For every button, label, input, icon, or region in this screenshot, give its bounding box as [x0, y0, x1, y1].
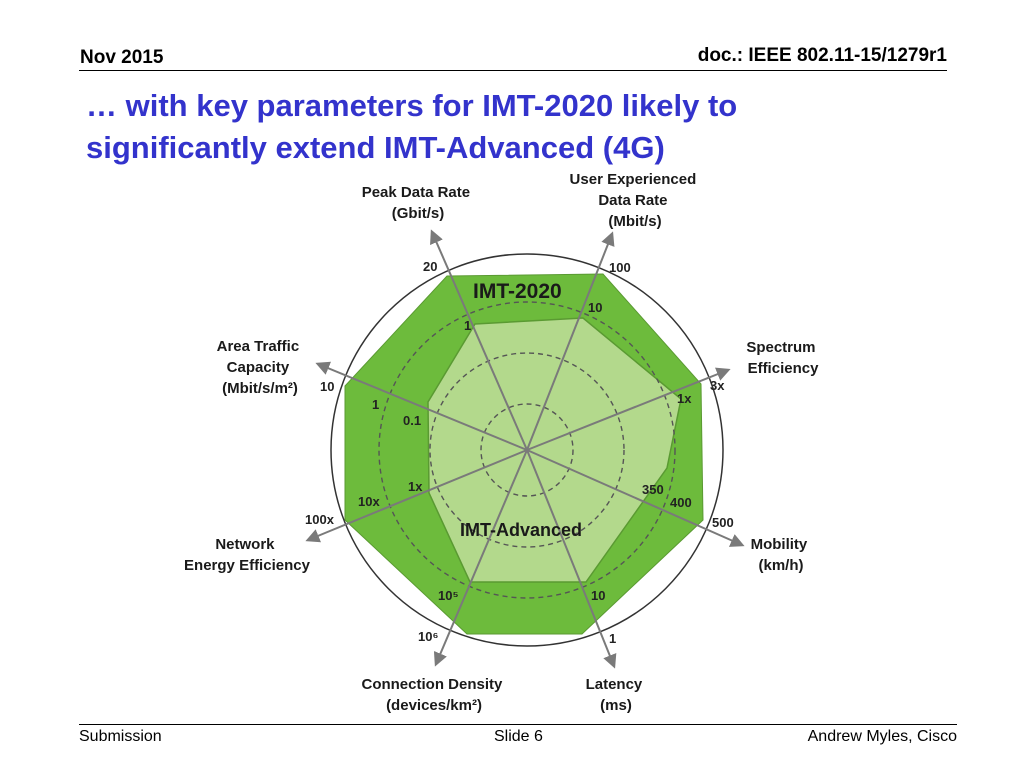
tick-mob-350: 350 — [642, 482, 664, 497]
tick-peak-1: 1 — [464, 318, 471, 333]
axis-label-cd-line-1: Connection Density — [361, 676, 503, 693]
axis-label-lat-line-1: Latency — [586, 676, 643, 693]
tick-atc-0-1: 0.1 — [403, 413, 421, 428]
axis-user-experienced-data-rate — [526, 231, 615, 451]
axis-label-uedr-line-3: (Mbit/s) — [608, 213, 661, 230]
tick-uedr-10: 10 — [588, 300, 602, 315]
tick-se-1x: 1x — [677, 391, 692, 406]
axis-label-nee-line-2: Energy Efficiency — [184, 557, 311, 574]
footer-slide-number: Slide 6 — [494, 728, 543, 745]
axis-area-traffic-capacity — [315, 361, 528, 451]
tick-nee-100x: 100x — [305, 512, 335, 527]
tick-cd-10-5: 10⁵ — [438, 588, 459, 603]
axis-label-se-line-2: Efficiency — [748, 360, 820, 377]
outer-circle — [330, 253, 724, 647]
tick-atc-1: 1 — [372, 397, 379, 412]
axis-label-network-energy-efficiency: Network Energy Efficiency — [184, 536, 311, 574]
footer-divider — [79, 724, 957, 725]
axis-label-peak-data-rate: Peak Data Rate (Gbit/s) — [362, 184, 475, 222]
axis-label-mob-line-1: Mobility — [751, 536, 808, 553]
imt-2020-label: IMT-2020 — [473, 280, 562, 303]
tick-lat-1: 1 — [609, 631, 616, 646]
axis-label-uedr-line-2: Data Rate — [598, 192, 667, 209]
header-date: Nov 2015 — [80, 47, 164, 68]
axis-label-mob-line-2: (km/h) — [759, 557, 804, 574]
axis-label-nee-line-1: Network — [215, 536, 275, 553]
header-doc-id: doc.: IEEE 802.11-15/1279r1 — [697, 45, 947, 66]
imt-advanced-polygon — [427, 317, 682, 583]
header-divider — [79, 70, 947, 71]
axis-network-energy-efficiency — [305, 449, 528, 543]
slide-title-line-2: significantly extend IMT-Advanced (4G) — [86, 130, 665, 165]
tick-nee-10x: 10x — [358, 494, 380, 509]
axis-connection-density — [433, 449, 528, 667]
tick-lat-10: 10 — [591, 588, 605, 603]
axis-latency — [526, 449, 617, 669]
tick-atc-10: 10 — [320, 379, 334, 394]
axis-label-cd-line-2: (devices/km²) — [386, 697, 482, 714]
axis-peak-data-rate — [430, 229, 528, 451]
axis-label-latency: Latency (ms) — [586, 676, 647, 714]
axis-label-lat-line-2: (ms) — [600, 697, 632, 714]
tick-peak-20: 20 — [423, 259, 437, 274]
footer-author: Andrew Myles, Cisco — [807, 728, 957, 745]
slide-title: … with key parameters for IMT-2020 likel… — [86, 85, 946, 169]
axis-mobility — [526, 449, 745, 547]
dashed-circle-outer — [378, 301, 676, 599]
dashed-circle-middle — [429, 352, 625, 548]
axis-label-peak-line-1: Peak Data Rate — [362, 184, 470, 201]
axis-label-mobility: Mobility (km/h) — [751, 536, 812, 574]
axis-label-spectrum-efficiency: Spectrum Efficiency — [746, 339, 819, 377]
tick-mob-500: 500 — [712, 515, 734, 530]
imt-advanced-label: IMT-Advanced — [460, 520, 582, 540]
axis-label-user-experienced-data-rate: User Experienced Data Rate (Mbit/s) — [570, 171, 701, 230]
dashed-circle-inner — [480, 403, 574, 497]
imt-radar-diagram: IMT-2020 IMT-Advanced 20 1 100 10 3x 1x … — [184, 171, 819, 714]
tick-nee-1x: 1x — [408, 479, 423, 494]
axis-label-atc-line-2: Capacity — [227, 359, 290, 376]
tick-mob-400: 400 — [670, 495, 692, 510]
tick-se-3x: 3x — [710, 378, 725, 393]
axis-label-atc-line-3: (Mbit/s/m²) — [222, 380, 298, 397]
footer-submission: Submission — [79, 728, 162, 745]
axis-label-uedr-line-1: User Experienced — [570, 171, 697, 188]
axis-label-atc-line-1: Area Traffic — [217, 338, 300, 355]
tick-uedr-100: 100 — [609, 260, 631, 275]
axis-label-peak-line-2: (Gbit/s) — [392, 205, 445, 222]
tick-cd-10-6: 10⁶ — [418, 629, 438, 644]
axis-label-se-line-1: Spectrum — [746, 339, 815, 356]
axis-label-area-traffic-capacity: Area Traffic Capacity (Mbit/s/m²) — [217, 338, 304, 397]
axis-label-connection-density: Connection Density (devices/km²) — [361, 676, 506, 714]
slide-title-line-1: … with key parameters for IMT-2020 likel… — [86, 88, 738, 123]
axis-spectrum-efficiency — [526, 367, 731, 451]
